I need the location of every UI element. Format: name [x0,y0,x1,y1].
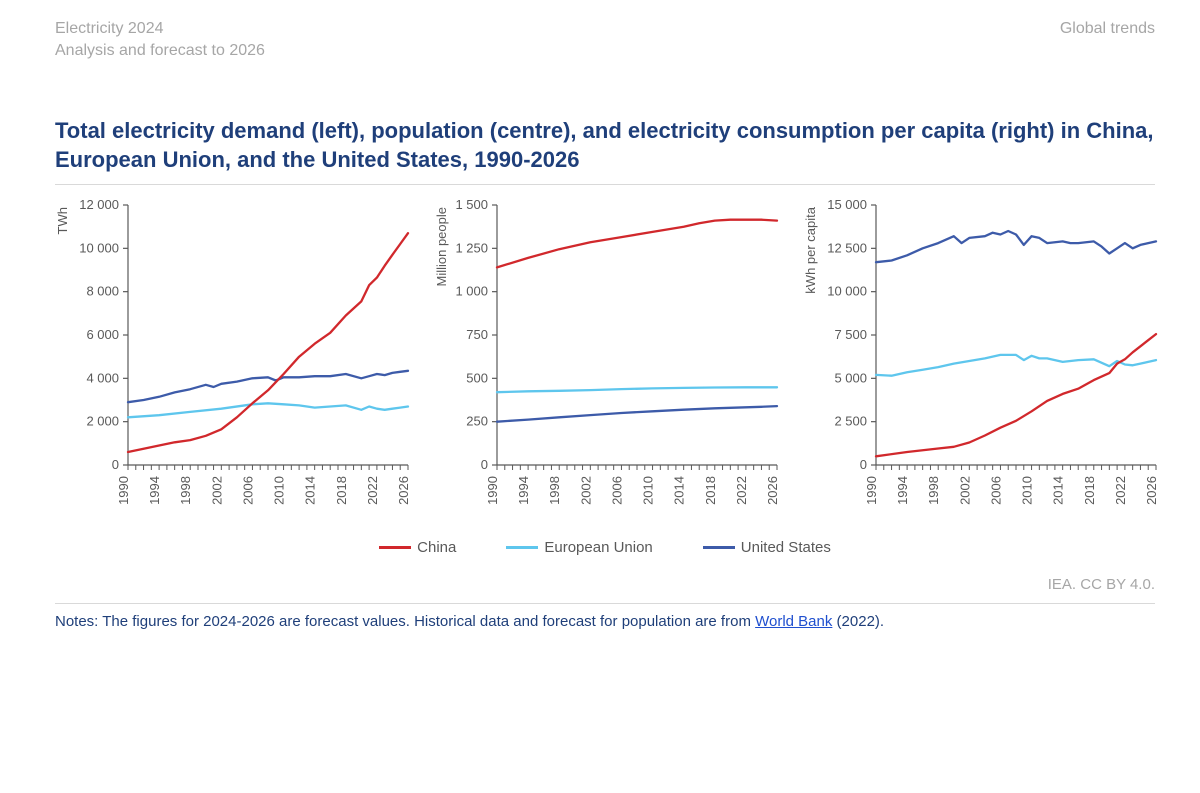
svg-text:8 000: 8 000 [86,284,119,299]
legend-swatch-eu [506,546,538,549]
svg-text:2006: 2006 [988,476,1003,505]
svg-text:Million people: Million people [434,207,449,287]
svg-text:15 000: 15 000 [827,197,867,212]
svg-text:1 500: 1 500 [455,197,488,212]
charts-row: TWh 0 2 000 4 000 6 000 8 000 10 000 12 000 1990… [55,197,1155,515]
svg-text:12 500: 12 500 [827,241,867,256]
svg-text:1998: 1998 [547,476,562,505]
svg-text:2014: 2014 [672,476,687,505]
svg-text:10 000: 10 000 [79,241,119,256]
svg-text:2018: 2018 [703,476,718,505]
report-name: Electricity 2024 [55,18,265,40]
svg-text:4 000: 4 000 [86,371,119,386]
svg-text:2002: 2002 [578,476,593,505]
legend-item-china: China [379,539,456,556]
svg-text:1994: 1994 [895,476,910,505]
legend-swatch-china [379,546,411,549]
svg-text:2010: 2010 [1020,476,1035,505]
svg-text:2010: 2010 [641,476,656,505]
svg-text:2014: 2014 [1051,476,1066,505]
svg-text:1990: 1990 [485,476,500,505]
notes-prefix: Notes: The figures for 2024-2026 are for… [55,613,755,630]
svg-text:10 000: 10 000 [827,284,867,299]
svg-text:TWh: TWh [55,207,70,234]
svg-text:1990: 1990 [864,476,879,505]
svg-text:2 000: 2 000 [86,414,119,429]
svg-text:2006: 2006 [240,476,255,505]
svg-text:0: 0 [481,457,488,472]
svg-text:2 500: 2 500 [834,414,867,429]
svg-text:2002: 2002 [209,476,224,505]
svg-text:2022: 2022 [1113,476,1128,505]
svg-text:1998: 1998 [926,476,941,505]
section-label: Global trends [1060,18,1155,61]
legend-item-us: United States [703,539,831,556]
legend-swatch-us [703,546,735,549]
svg-text:2002: 2002 [957,476,972,505]
svg-text:2026: 2026 [765,476,780,505]
svg-text:2022: 2022 [734,476,749,505]
legend-label-us: United States [741,539,831,556]
svg-text:2022: 2022 [365,476,380,505]
svg-text:750: 750 [466,327,488,342]
chart-population: Million people 0 250 500 750 1 000 1 250 1 500 1… [434,197,783,515]
svg-text:0: 0 [860,457,867,472]
svg-text:kWh per capita: kWh per capita [803,207,818,294]
svg-text:500: 500 [466,371,488,386]
svg-text:1 000: 1 000 [455,284,488,299]
svg-text:1998: 1998 [178,476,193,505]
svg-text:7 500: 7 500 [834,327,867,342]
chart-percapita: kWh per capita 0 2 500 5 000 7 500 10 000 12 5… [803,197,1162,515]
svg-text:12 000: 12 000 [79,197,119,212]
svg-text:2026: 2026 [1144,476,1159,505]
svg-text:250: 250 [466,414,488,429]
report-subtitle: Analysis and forecast to 2026 [55,40,265,62]
legend: China European Union United States [55,539,1155,556]
legend-label-eu: European Union [544,539,652,556]
svg-text:2006: 2006 [609,476,624,505]
notes-link[interactable]: World Bank [755,613,832,630]
svg-text:2014: 2014 [303,476,318,505]
notes-suffix: (2022). [832,613,884,630]
svg-text:2018: 2018 [334,476,349,505]
svg-text:2026: 2026 [396,476,411,505]
svg-text:1994: 1994 [516,476,531,505]
svg-text:0: 0 [112,457,119,472]
svg-text:6 000: 6 000 [86,327,119,342]
attribution: IEA. CC BY 4.0. [55,576,1155,593]
page-header: Electricity 2024 Analysis and forecast t… [55,18,1155,61]
svg-text:5 000: 5 000 [834,371,867,386]
legend-label-china: China [417,539,456,556]
svg-text:1990: 1990 [116,476,131,505]
svg-text:1 250: 1 250 [455,241,488,256]
chart-title: Total electricity demand (left), populat… [55,117,1155,185]
chart-demand: TWh 0 2 000 4 000 6 000 8 000 10 000 12 000 1990… [55,197,414,515]
legend-item-eu: European Union [506,539,652,556]
svg-text:2018: 2018 [1082,476,1097,505]
notes: Notes: The figures for 2024-2026 are for… [55,603,1155,632]
svg-text:1994: 1994 [147,476,162,505]
svg-text:2010: 2010 [272,476,287,505]
